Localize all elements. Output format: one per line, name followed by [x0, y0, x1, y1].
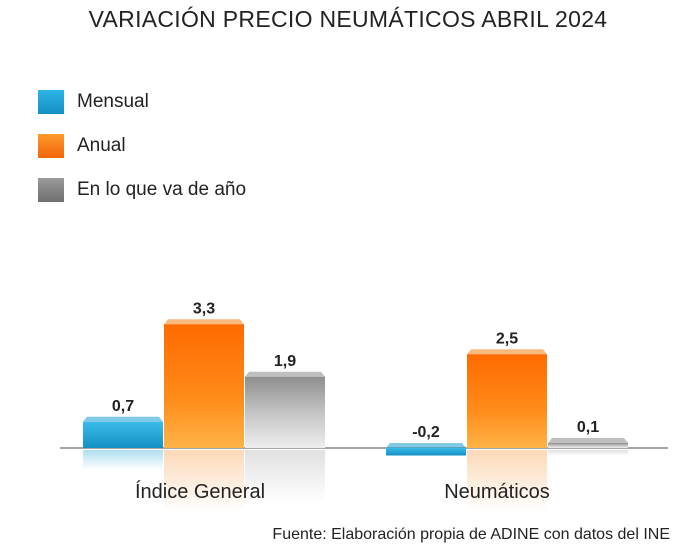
legend-label-anual: Anual	[77, 135, 126, 156]
bar-bevel	[245, 371, 325, 377]
data-label: 0,7	[112, 398, 134, 415]
bar-ytd-1	[548, 443, 628, 448]
legend-label-mensual: Mensual	[77, 91, 149, 112]
bar-ytd-0	[245, 376, 325, 448]
bar-anual-0	[164, 324, 244, 448]
legend-label-ytd: En lo que va de año	[77, 179, 247, 200]
bar-reflection	[548, 450, 628, 456]
data-label: 0,1	[577, 419, 599, 436]
data-label: -0,2	[412, 424, 440, 441]
bar-bevel	[467, 349, 547, 355]
bar-bevel	[548, 438, 628, 443]
bar-mensual-0	[83, 421, 163, 448]
category-label: Neumáticos	[444, 481, 550, 503]
legend: Mensual Anual En lo que va de año	[38, 90, 246, 222]
bar-anual-1	[467, 354, 547, 448]
bar-bevel	[386, 443, 466, 448]
bar-reflection	[164, 450, 244, 512]
data-label: 2,5	[496, 330, 518, 347]
bar-bevel	[164, 319, 244, 325]
legend-swatch-anual	[38, 134, 64, 158]
data-label: 1,9	[274, 353, 296, 370]
bar-bevel	[83, 416, 163, 422]
legend-item-mensual: Mensual	[38, 90, 246, 114]
legend-item-anual: Anual	[38, 134, 246, 158]
bar-reflection	[467, 450, 547, 512]
bar-reflection	[83, 450, 163, 470]
chart-title: VARIACIÓN PRECIO NEUMÁTICOS ABRIL 2024	[88, 6, 608, 32]
legend-swatch-mensual	[38, 90, 64, 114]
source-note: Fuente: Elaboración propia de ADINE con …	[272, 526, 670, 543]
bar-mensual-1	[386, 448, 466, 456]
bar-reflection	[245, 450, 325, 504]
legend-swatch-ytd	[38, 178, 64, 202]
data-label: 3,3	[193, 300, 215, 317]
legend-item-ytd: En lo que va de año	[38, 178, 246, 202]
category-label: Índice General	[135, 480, 265, 503]
